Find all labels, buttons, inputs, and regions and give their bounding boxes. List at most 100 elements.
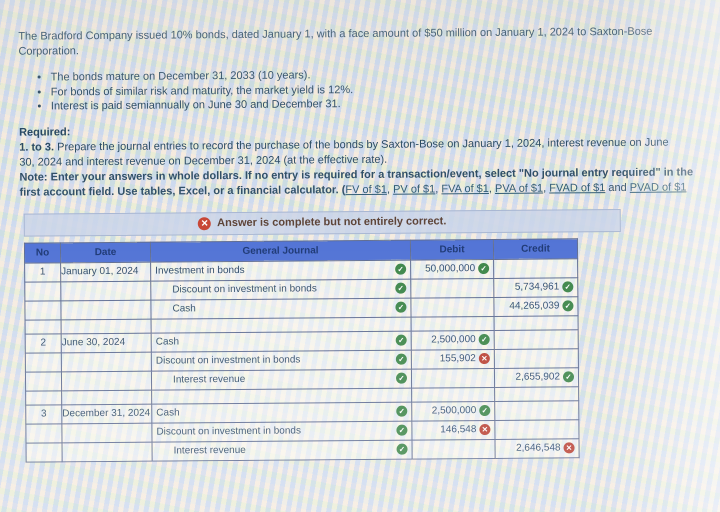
error-x-icon: [198, 216, 212, 230]
debit-cell[interactable]: [410, 296, 495, 317]
problem-statement: The Bradford Company issued 10% bonds, d…: [0, 0, 720, 462]
status-icon: [478, 333, 490, 346]
status-icon: [478, 352, 490, 365]
status-icon: [562, 371, 575, 383]
status-icon: [395, 353, 407, 365]
account-cell[interactable]: Cash: [151, 401, 412, 423]
no-cell: [25, 423, 63, 443]
credit-cell[interactable]: [494, 348, 579, 368]
credit-cell[interactable]: [494, 400, 579, 420]
date-cell: [61, 370, 152, 391]
debit-cell[interactable]: [411, 367, 495, 388]
status-icon: [479, 423, 491, 436]
link-fv-of-1[interactable]: FV of $1: [345, 183, 387, 196]
credit-cell[interactable]: 5,734,961: [493, 277, 578, 297]
credit-cell[interactable]: 2,655,902: [494, 367, 579, 387]
no-cell: [26, 442, 63, 462]
account-name: Investment in bonds: [155, 264, 245, 277]
status-icon: [396, 405, 408, 417]
account-name: Cash: [172, 303, 196, 315]
account-name: Discount on investment in bonds: [172, 283, 317, 296]
debit-cell[interactable]: 50,000,000: [410, 258, 494, 279]
debit-amount: 50,000,000: [425, 263, 476, 275]
date-cell: June 30, 2024: [61, 332, 152, 353]
status-icon: [395, 301, 407, 313]
no-cell: 2: [25, 333, 62, 353]
account-name: Cash: [155, 336, 180, 348]
status-icon: [562, 281, 574, 293]
no-cell: 3: [25, 404, 62, 424]
status-icon: [395, 263, 407, 275]
status-icon: [395, 282, 407, 294]
note-line-2-prefix: first account field. Use tables, Excel, …: [19, 183, 346, 199]
status-icon: [396, 443, 408, 455]
account-cell[interactable]: Cash: [150, 297, 412, 319]
debit-cell[interactable]: [410, 277, 494, 298]
debit-amount: 2,500,000: [431, 334, 476, 346]
date-cell: [62, 441, 153, 462]
date-cell: [60, 299, 152, 320]
debit-amount: 155,902: [439, 353, 476, 365]
account-cell[interactable]: Cash: [151, 330, 412, 352]
link-fva-of-1[interactable]: FVA of $1: [441, 182, 489, 195]
link-pv-of-1[interactable]: PV of $1: [393, 182, 436, 196]
header-no: No: [24, 242, 61, 263]
credit-cell[interactable]: 44,265,039: [493, 296, 579, 316]
general-journal-table: No Date General Journal Debit Credit 1 J…: [24, 238, 580, 462]
date-cell: January 01, 2024: [60, 261, 151, 282]
no-cell: [24, 300, 62, 320]
assumption-list: The bonds mature on December 31, 2033 (1…: [33, 65, 719, 114]
credit-amount: 2,655,902: [515, 371, 561, 383]
no-cell: [25, 371, 62, 391]
account-cell[interactable]: Discount on investment in bonds: [151, 420, 412, 442]
credit-amount: 44,265,039: [509, 300, 560, 312]
link-fvad-of-1[interactable]: FVAD of $1: [549, 181, 606, 195]
status-icon: [479, 404, 491, 417]
credit-cell[interactable]: [493, 258, 578, 278]
credit-cell[interactable]: 2,646,548: [494, 438, 580, 458]
account-name: Interest revenue: [173, 444, 246, 457]
header-general-journal: General Journal: [150, 239, 411, 262]
date-cell: [61, 351, 152, 372]
link-pvad-of-1[interactable]: PVAD of $1: [629, 180, 687, 194]
debit-amount: 146,548: [440, 424, 477, 436]
credit-cell[interactable]: [494, 419, 579, 439]
account-name: Interest revenue: [172, 373, 246, 386]
no-cell: 1: [24, 262, 61, 282]
account-name: Discount on investment in bonds: [155, 354, 301, 367]
credit-amount: 2,646,548: [516, 442, 561, 454]
header-date: Date: [60, 241, 151, 263]
debit-cell[interactable]: 155,902: [411, 348, 495, 369]
status-icon: [395, 334, 407, 346]
grading-banner-text: Answer is complete but not entirely corr…: [217, 215, 447, 230]
debit-cell[interactable]: 146,548: [411, 419, 495, 440]
account-cell[interactable]: Interest revenue: [151, 368, 412, 390]
header-credit: Credit: [493, 238, 578, 259]
journal-row: Interest revenue 2,646,548: [26, 438, 580, 462]
credit-amount: 5,734,961: [514, 281, 560, 293]
account-cell[interactable]: Investment in bonds: [150, 259, 411, 281]
account-name: Cash: [156, 407, 180, 419]
debit-cell[interactable]: 2,500,000: [411, 400, 495, 421]
status-icon: [478, 262, 490, 275]
status-icon: [396, 424, 408, 436]
account-name: Discount on investment in bonds: [156, 425, 301, 438]
date-cell: [61, 422, 152, 443]
debit-cell[interactable]: [411, 438, 496, 459]
credit-cell[interactable]: [494, 329, 579, 349]
grading-banner: Answer is complete but not entirely corr…: [23, 208, 621, 237]
header-debit: Debit: [410, 238, 494, 260]
link-separator: and: [605, 181, 630, 194]
account-cell[interactable]: Discount on investment in bonds: [150, 278, 411, 300]
date-cell: December 31, 2024: [61, 403, 152, 424]
no-cell: [25, 352, 62, 372]
link-pva-of-1[interactable]: PVA of $1: [494, 182, 544, 195]
status-icon: [562, 300, 574, 312]
no-cell: [24, 281, 61, 301]
debit-cell[interactable]: 2,500,000: [411, 329, 495, 350]
date-cell: [60, 280, 151, 301]
account-cell[interactable]: Discount on investment in bonds: [151, 349, 412, 371]
account-cell[interactable]: Interest revenue: [151, 439, 413, 461]
required-text: Prepare the journal entries to record th…: [53, 136, 669, 153]
